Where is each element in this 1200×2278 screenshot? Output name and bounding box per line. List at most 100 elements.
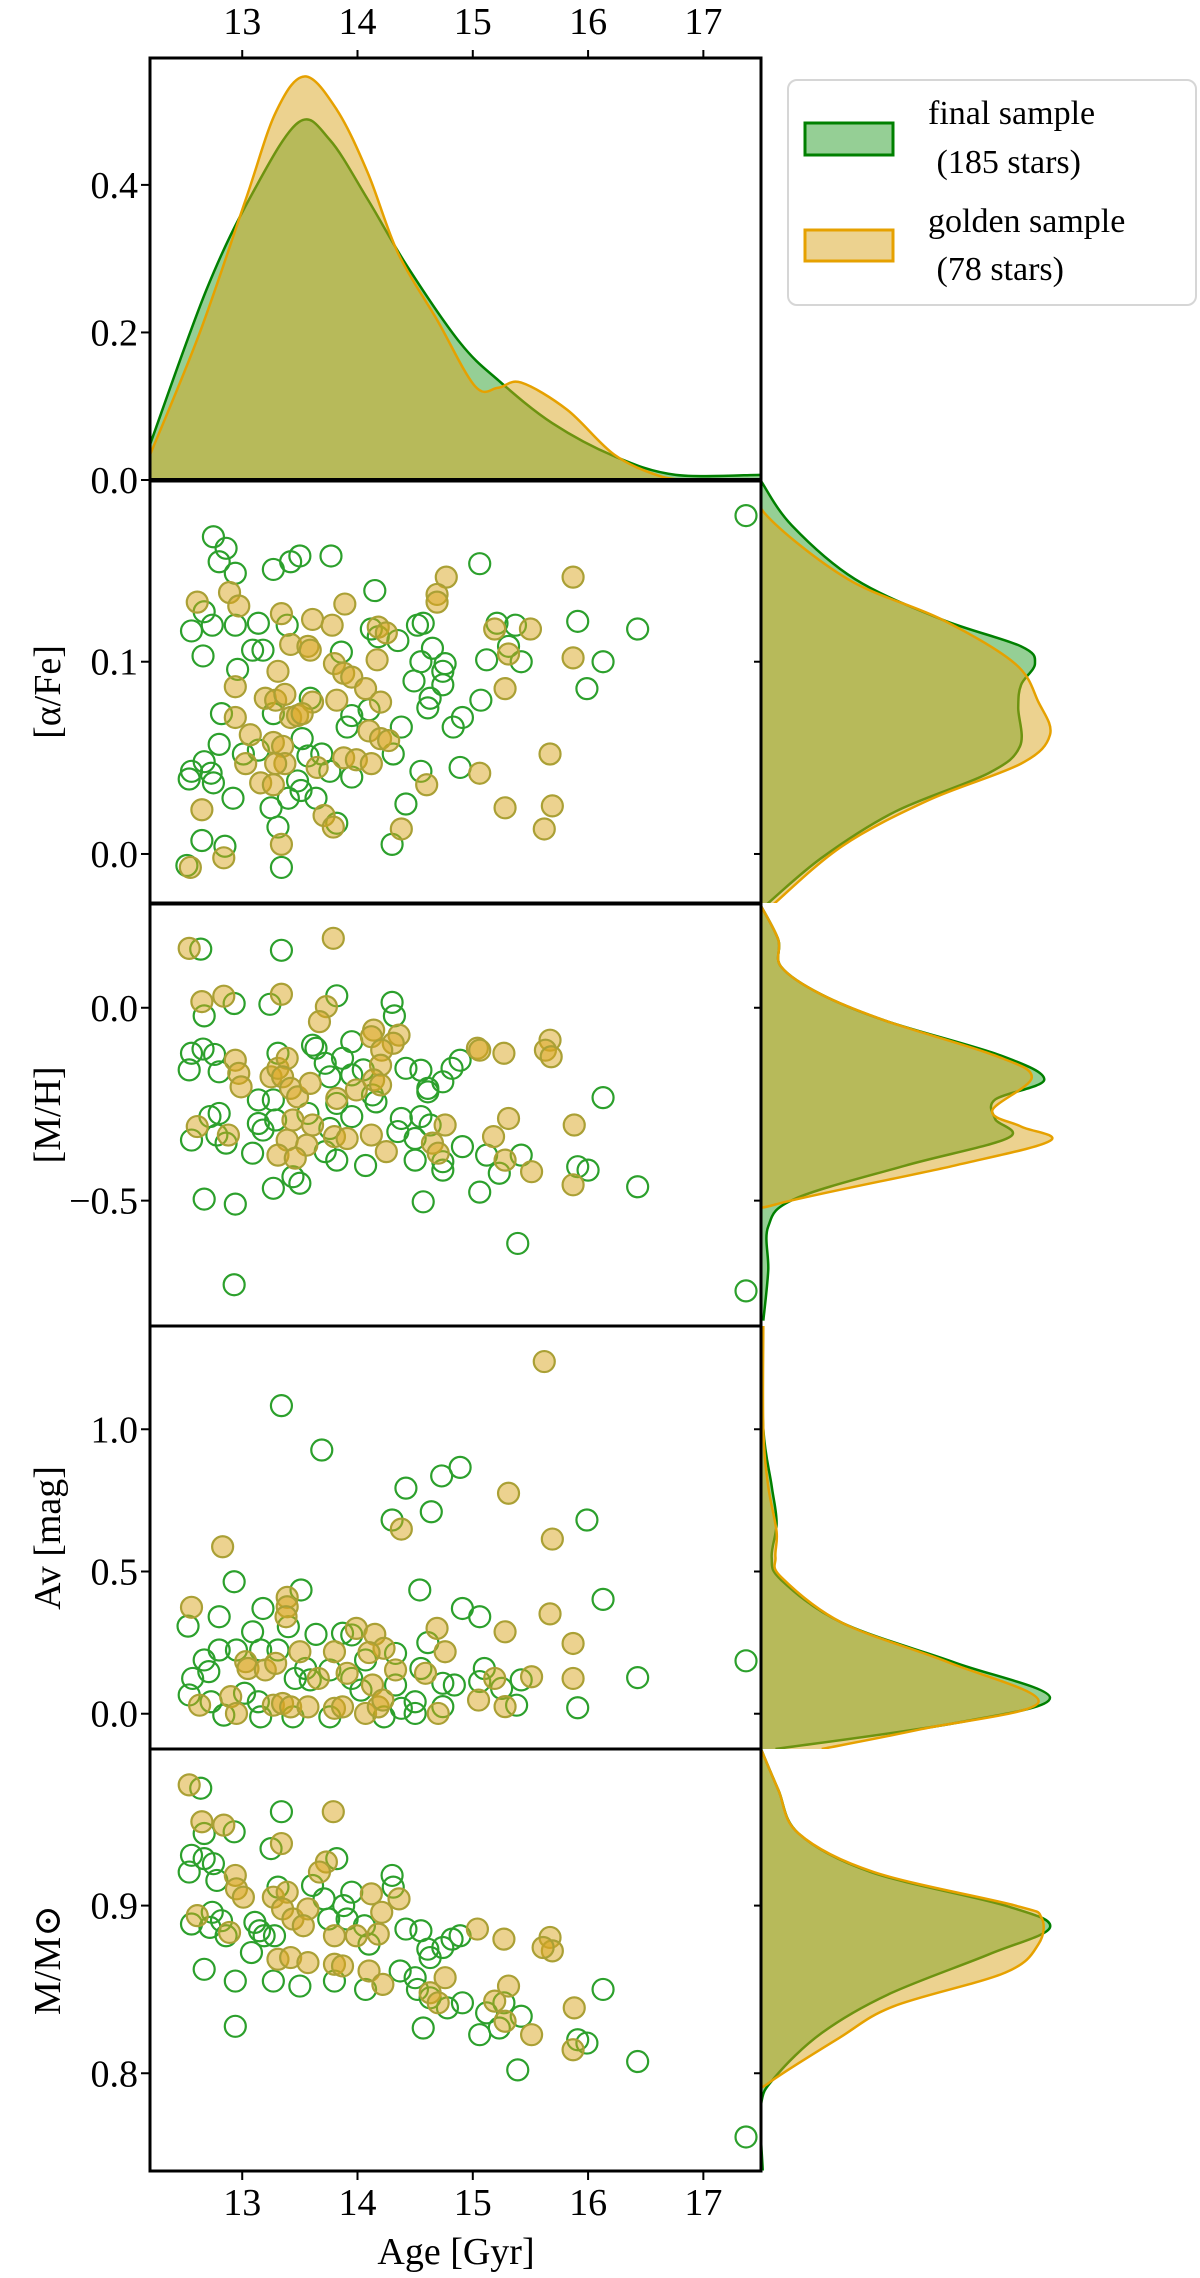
point-final-afe [420,636,445,660]
y-tick-label-top: 0.4 [91,165,139,207]
point-final-av [431,1671,455,1695]
point-golden-av [389,1517,413,1541]
point-final-afe [363,578,387,603]
legend-swatch-final [803,121,895,157]
right-kde-golden-afe-line [761,481,1052,903]
point-golden-mh [374,1140,398,1164]
point-final-afe [199,761,223,785]
point-final-afe [191,644,215,668]
point-golden-mh [300,1113,325,1137]
point-final-afe [335,715,359,739]
point-final-av [283,1666,307,1691]
point-golden-mass [190,1810,214,1834]
point-golden-mass [531,1935,555,1960]
point-golden-av [357,1640,381,1665]
point-final-afe [190,828,214,853]
point-final-mh [382,1004,406,1028]
point-golden-mass [366,1922,390,1946]
point-golden-mass [496,1974,521,1998]
x-tick-label-top: 13 [223,1,261,43]
point-final-afe [416,696,440,720]
point-golden-mass [231,1885,255,1909]
point-final-mh [325,1148,349,1172]
point-golden-mass [370,1900,394,1924]
point-golden-afe [212,846,236,870]
point-golden-av [264,1651,288,1675]
point-golden-mh [468,1038,492,1062]
point-golden-afe [273,682,297,707]
point-final-afe [201,525,226,549]
point-final-afe [591,650,615,674]
point-final-afe [200,613,224,637]
point-final-afe [394,792,418,816]
point-final-mh [269,938,294,962]
x-tick-label-bottom: 13 [223,2182,261,2224]
point-golden-afe [561,565,585,589]
axes-layer [141,50,763,2180]
point-final-afe [177,767,201,791]
point-final-mass [388,1959,412,1983]
point-final-av [251,1596,275,1621]
point-golden-afe [269,602,294,626]
point-golden-afe [238,723,262,747]
y-tick-label-av: 0.0 [91,1694,139,1736]
point-golden-av [179,1595,204,1619]
point-final-mh [380,990,404,1014]
point-final-afe [469,688,493,712]
point-golden-afe [561,646,585,670]
point-golden-av [306,1666,330,1691]
point-final-av [222,1570,246,1594]
point-golden-mh [177,936,201,960]
point-golden-av [274,1605,298,1629]
point-final-av [430,1464,454,1488]
point-final-mh [353,1153,378,1178]
point-final-mh [389,1106,413,1131]
point-final-mh [223,1192,247,1216]
point-golden-mh [368,1073,393,1097]
point-golden-av [483,1666,507,1691]
point-golden-mass [296,1950,320,1975]
point-golden-mh [344,1078,368,1102]
point-final-mass [411,2016,435,2040]
point-final-afe [269,855,294,880]
point-golden-afe [300,607,325,632]
point-golden-av [538,1602,562,1626]
point-final-mh [313,1051,337,1075]
point-final-afe [223,613,247,637]
point-golden-mh [321,926,345,950]
point-final-av [269,1394,294,1418]
point-final-afe [201,771,226,795]
point-final-afe [319,544,343,568]
point-final-mh [318,1065,342,1089]
point-golden-av [187,1693,212,1717]
point-final-mh [591,1086,615,1110]
point-final-mass [269,1800,294,1824]
point-golden-av [426,1701,450,1726]
point-golden-mh [433,1113,457,1137]
point-golden-mass [483,1989,507,2013]
point-golden-mass [185,1904,209,1928]
point-golden-afe [368,690,393,714]
point-golden-afe [290,702,314,726]
point-final-afe [411,611,435,635]
point-golden-afe [320,613,344,637]
tick-label-layer: 0.0 0.2 0.4 13 13 14 14 15 15 16 16 17 17 0.0 0.1 0.0 −0… [69,1,722,2224]
point-golden-mass [371,1972,395,1996]
point-final-mass [450,1991,475,2015]
point-final-mass [177,1860,201,1884]
point-final-afe [207,732,231,756]
point-final-av [176,1614,200,1638]
point-golden-mh [229,1075,253,1099]
point-golden-afe [234,752,258,776]
point-final-mass [626,2049,650,2074]
legend-count-golden: (78 stars) [928,251,1064,288]
point-golden-mass [519,2023,544,2047]
right-kde-golden-mh-fill [761,905,1053,1326]
point-golden-av [433,1640,457,1664]
point-final-afe [441,715,465,739]
point-golden-av [211,1535,235,1559]
point-final-mh [448,1048,472,1072]
point-golden-mh [212,984,236,1008]
right-kde-golden-afe-fill [761,481,1051,903]
point-golden-av [540,1527,564,1551]
